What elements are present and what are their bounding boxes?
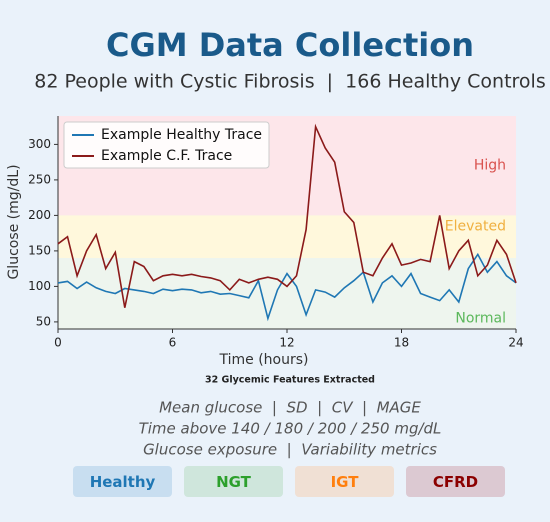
y-tick-label: 250 xyxy=(28,172,51,186)
group-pill: CFRD xyxy=(406,466,505,497)
plot-area: High Elevated Normal 50 100 150 200 250 300 0 6 12 1… xyxy=(28,116,524,350)
feature-line: Mean glucose | SD | CV | MAGE xyxy=(159,399,421,417)
band xyxy=(58,258,516,329)
legend-label: Example C.F. Trace xyxy=(101,148,232,164)
x-tick-label: 24 xyxy=(508,336,523,350)
title: CGM Data Collection xyxy=(106,26,474,64)
y-tick-label: 300 xyxy=(28,137,51,151)
group-pill: Healthy xyxy=(73,466,172,497)
line xyxy=(57,252,517,322)
group-pill: NGT xyxy=(184,466,283,497)
y-axis-label: Glucose (mg/dL) xyxy=(6,164,22,279)
y-tick-label: 100 xyxy=(28,279,51,293)
x-tick-label: 6 xyxy=(169,336,177,350)
features-heading: 32 Glycemic Features Extracted xyxy=(205,375,375,386)
band-label: High xyxy=(474,158,506,174)
feature-line: Glucose exposure | Variability metrics xyxy=(143,441,437,459)
band-label: Elevated xyxy=(445,219,506,235)
x-tick-label: 12 xyxy=(279,336,294,350)
band xyxy=(58,215,516,258)
group-pill: IGT xyxy=(295,466,394,497)
y-tick-label: 50 xyxy=(36,314,51,328)
legend-label: Example Healthy Trace xyxy=(101,127,262,143)
chart: CGM Data Collection 82 People with Cysti… xyxy=(6,26,546,459)
x-axis-label: Time (hours) xyxy=(219,352,309,368)
line xyxy=(57,123,517,308)
x-tick-label: 0 xyxy=(54,336,62,350)
y-tick-label: 200 xyxy=(28,208,51,222)
x-tick-label: 18 xyxy=(394,336,409,350)
y-tick-label: 150 xyxy=(28,243,51,257)
subtitle: 82 People with Cystic Fibrosis | 166 Hea… xyxy=(34,71,545,93)
legend-box xyxy=(63,121,270,169)
band-label: Normal xyxy=(455,311,506,327)
feature-line: Time above 140 / 180 / 200 / 250 mg/dL xyxy=(139,420,442,438)
